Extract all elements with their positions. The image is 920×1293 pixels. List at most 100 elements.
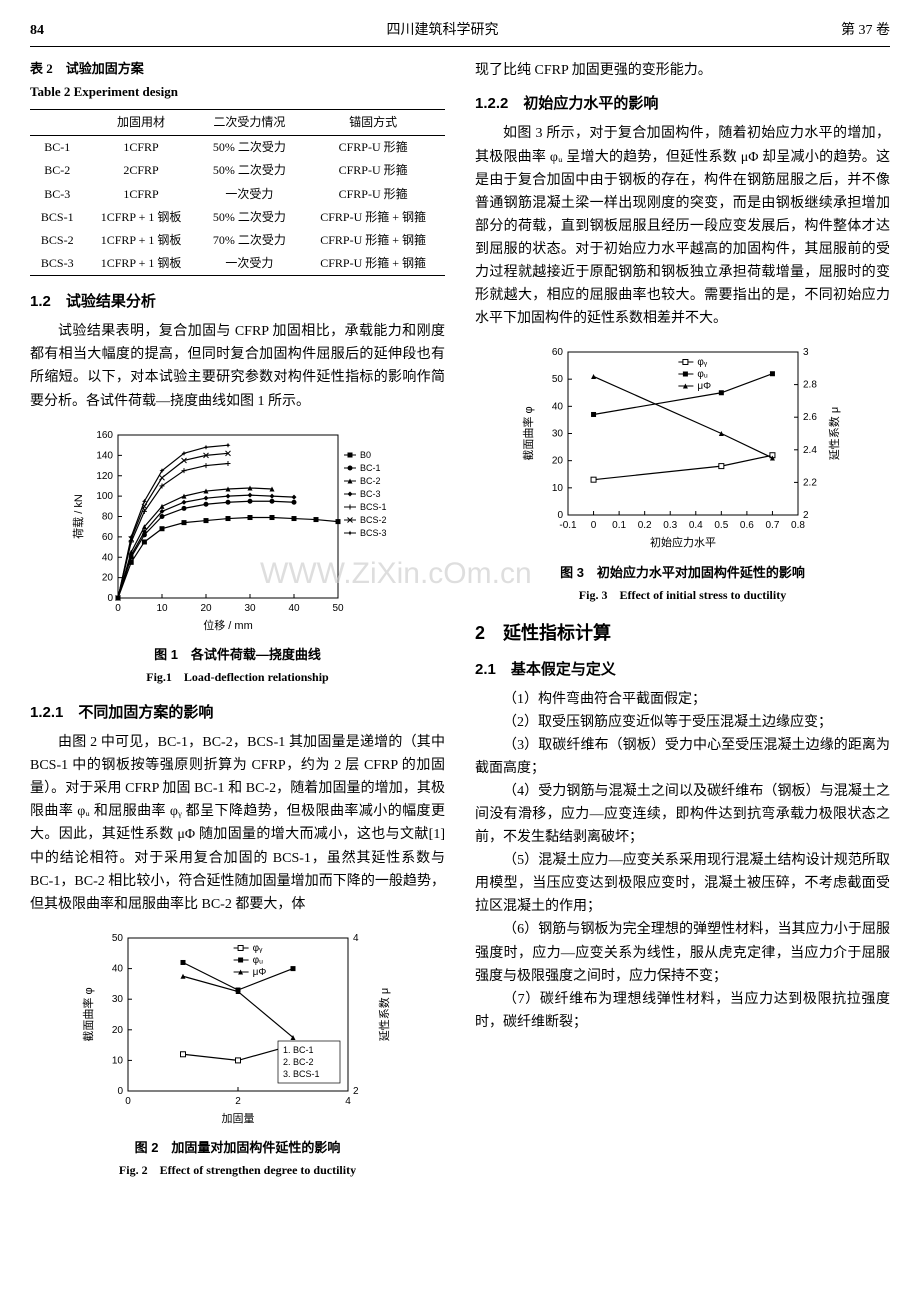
svg-text:4: 4	[345, 1096, 351, 1107]
svg-text:30: 30	[244, 603, 256, 614]
fig1-caption-cn: 图 1 各试件荷载—挠度曲线	[30, 645, 445, 666]
table-cell: CFRP-U 形箍 + 钢箍	[301, 229, 445, 252]
svg-text:截面曲率 φ: 截面曲率 φ	[521, 407, 535, 461]
svg-text:0.5: 0.5	[714, 520, 728, 531]
svg-text:2: 2	[235, 1096, 241, 1107]
table2-caption-en: Table 2 Experiment design	[30, 82, 445, 103]
fig3-caption-en: Fig. 3 Effect of initial stress to ducti…	[475, 586, 890, 605]
table-cell: 2CFRP	[85, 159, 198, 182]
svg-text:BCS-3: BCS-3	[360, 528, 387, 538]
table-header-row: 加固用材 二次受力情况 锚固方式	[30, 109, 445, 135]
right-column: 现了比纯 CFRP 加固更强的变形能力。 1.2.2 初始应力水平的影响 如图 …	[475, 59, 890, 1194]
para-1-2-1: 由图 2 中可见，BC-1，BC-2，BCS-1 其加固量是递增的（其中 BCS…	[30, 731, 445, 916]
svg-text:2. BC-2: 2. BC-2	[283, 1057, 314, 1067]
table-cell: CFRP-U 形箍	[301, 136, 445, 160]
list-item: （2）取受压钢筋应变近似等于受压混凝土边缘应变；	[475, 711, 890, 734]
table-row: BCS-11CFRP + 1 钢板50% 二次受力CFRP-U 形箍 + 钢箍	[30, 206, 445, 229]
section-2: 2 延性指标计算	[475, 619, 890, 648]
svg-text:BC-1: BC-1	[360, 463, 381, 473]
svg-text:φᵧ: φᵧ	[697, 357, 707, 368]
table-cell: BCS-3	[30, 252, 85, 276]
svg-text:0: 0	[107, 593, 113, 604]
svg-text:-0.1: -0.1	[559, 520, 577, 531]
list-item: （1）构件弯曲符合平截面假定；	[475, 688, 890, 711]
para-1-2-2: 如图 3 所示，对于复合加固构件，随着初始应力水平的增加，其极限曲率 φᵤ 呈增…	[475, 122, 890, 330]
table-header	[30, 109, 85, 135]
svg-text:0.1: 0.1	[612, 520, 626, 531]
table2-label: Table 2	[30, 84, 70, 99]
svg-text:40: 40	[551, 402, 563, 413]
page-header: 84 四川建筑科学研究 第 37 卷	[30, 20, 890, 47]
svg-text:初始应力水平: 初始应力水平	[650, 535, 716, 549]
svg-text:φᵤ: φᵤ	[697, 369, 707, 380]
svg-text:20: 20	[200, 603, 212, 614]
table-cell: 50% 二次受力	[198, 136, 302, 160]
fig1-chart: 01020304050020406080100120140160位移 / mm荷…	[68, 423, 408, 641]
chart-svg: -0.100.10.20.30.40.50.60.70.801020304050…	[518, 340, 848, 550]
svg-text:0.8: 0.8	[791, 520, 805, 531]
table-cell: 1CFRP	[85, 183, 198, 206]
svg-text:0.2: 0.2	[637, 520, 651, 531]
table-cell: 一次受力	[198, 183, 302, 206]
table2-title-en: Experiment design	[74, 84, 178, 99]
svg-text:60: 60	[101, 532, 113, 543]
page-wrap: WWW.ZiXin.cOm.cn 84 四川建筑科学研究 第 37 卷 表 2 …	[30, 20, 890, 1194]
para-1-2: 试验结果表明，复合加固与 CFRP 加固相比，承载能力和刚度都有相当大幅度的提高…	[30, 320, 445, 412]
fig2-chart: 0240102030405024加固量截面曲率 φ延性系数 μφᵧφᵤμΦ1. …	[78, 926, 398, 1134]
svg-text:μΦ: μΦ	[697, 381, 711, 392]
svg-text:3: 3	[803, 347, 809, 358]
table-cell: BC-3	[30, 183, 85, 206]
svg-text:120: 120	[96, 470, 113, 481]
svg-text:50: 50	[551, 374, 563, 385]
table-cell: BC-1	[30, 136, 85, 160]
list-item: （6）钢筋与钢板为完全理想的弹塑性材料，当其应力小于屈服强度时，应力—应变关系为…	[475, 918, 890, 987]
svg-text:100: 100	[96, 491, 113, 502]
svg-text:0: 0	[117, 1086, 123, 1097]
table-cell: BCS-1	[30, 206, 85, 229]
svg-text:40: 40	[101, 552, 113, 563]
svg-text:BC-3: BC-3	[360, 489, 381, 499]
table2-caption-cn: 表 2 试验加固方案	[30, 59, 445, 80]
svg-text:10: 10	[551, 483, 563, 494]
figure-2: 0240102030405024加固量截面曲率 φ延性系数 μφᵧφᵤμΦ1. …	[30, 926, 445, 1180]
svg-text:140: 140	[96, 450, 113, 461]
svg-text:20: 20	[111, 1025, 123, 1036]
para-right-top: 现了比纯 CFRP 加固更强的变形能力。	[475, 59, 890, 82]
svg-text:40: 40	[288, 603, 300, 614]
table-cell: BCS-2	[30, 229, 85, 252]
table-cell: CFRP-U 形箍 + 钢箍	[301, 252, 445, 276]
svg-text:μΦ: μΦ	[252, 967, 266, 978]
table-cell: CFRP-U 形箍	[301, 183, 445, 206]
svg-text:20: 20	[101, 572, 113, 583]
list-item: （7）碳纤维布为理想线弹性材料，当应力达到极限抗拉强度时，碳纤维断裂；	[475, 988, 890, 1034]
table-cell: 1CFRP + 1 钢板	[85, 206, 198, 229]
fig1-caption-en: Fig.1 Load-deflection relationship	[30, 668, 445, 687]
table-cell: 1CFRP + 1 钢板	[85, 252, 198, 276]
svg-text:10: 10	[156, 603, 168, 614]
section-1-2-2: 1.2.2 初始应力水平的影响	[475, 92, 890, 116]
svg-text:80: 80	[101, 511, 113, 522]
table-cell: 70% 二次受力	[198, 229, 302, 252]
svg-text:0: 0	[115, 603, 121, 614]
chart-svg: 0240102030405024加固量截面曲率 φ延性系数 μφᵧφᵤμΦ1. …	[78, 926, 398, 1126]
figure-3: -0.100.10.20.30.40.50.60.70.801020304050…	[475, 340, 890, 604]
svg-text:延性系数 μ: 延性系数 μ	[827, 407, 841, 460]
svg-text:30: 30	[111, 994, 123, 1005]
table-cell: 50% 二次受力	[198, 206, 302, 229]
journal-title: 四川建筑科学研究	[387, 20, 499, 42]
table-header: 加固用材	[85, 109, 198, 135]
list-item: （5）混凝土应力—应变关系采用现行混凝土结构设计规范所取用模型，当压应变达到极限…	[475, 849, 890, 918]
svg-text:2: 2	[803, 510, 809, 521]
svg-text:2.8: 2.8	[803, 380, 817, 391]
svg-text:0.3: 0.3	[663, 520, 677, 531]
svg-text:3. BCS-1: 3. BCS-1	[283, 1069, 320, 1079]
svg-text:位移 / mm: 位移 / mm	[203, 618, 253, 632]
table-cell: 一次受力	[198, 252, 302, 276]
svg-text:φᵧ: φᵧ	[252, 943, 262, 954]
section-1-2: 1.2 试验结果分析	[30, 290, 445, 314]
table-row: BC-22CFRP50% 二次受力CFRP-U 形箍	[30, 159, 445, 182]
svg-text:BCS-1: BCS-1	[360, 502, 387, 512]
svg-text:0.4: 0.4	[688, 520, 702, 531]
svg-text:20: 20	[551, 456, 563, 467]
list-item: （4）受力钢筋与混凝土之间以及碳纤维布（钢板）与混凝土之间没有滑移，应力—应变连…	[475, 780, 890, 849]
